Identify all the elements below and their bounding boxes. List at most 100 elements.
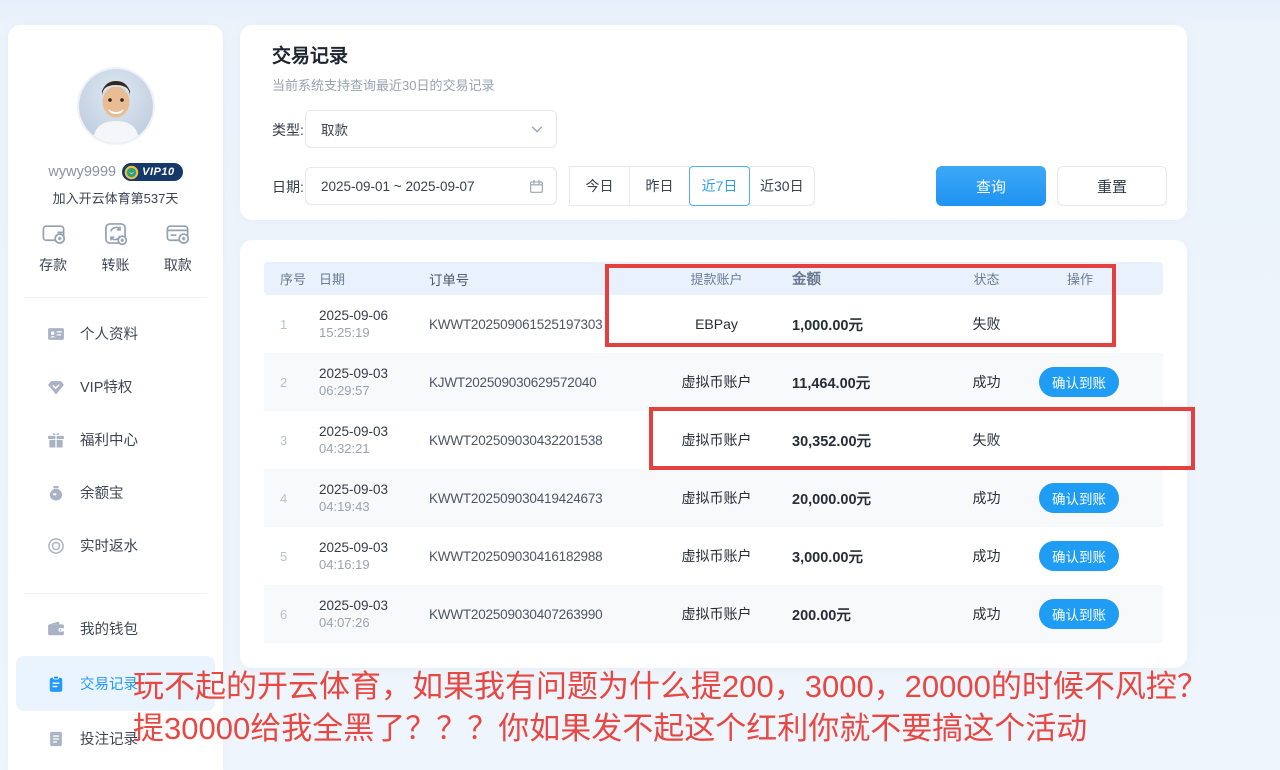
complaint-line-2: 提30000给我全黑了？？？你如果发不起这个红利你就不要搞这个活动 [133,711,1088,746]
sidebar-menu-item[interactable]: 交易记录 [16,656,215,711]
cell-date: 2025-09-03 04:19:43 [319,482,429,514]
join-days-text: 加入开云体育第537天 [52,191,179,206]
date-range-button[interactable]: 今日 [569,166,630,206]
cell-no: 2 [280,374,288,390]
page-subtitle: 当前系统支持查询最近30日的交易记录 [272,78,495,93]
cell-no: 6 [280,606,288,622]
sidebar-menu-item-label: VIP特权 [80,380,133,396]
type-select-value: 取款 [321,123,348,138]
sidebar-menu-item-label: 我的钱包 [80,622,138,638]
page-title: 交易记录 [272,46,349,67]
sidebar-menu-item[interactable]: 实时返水 [16,519,215,572]
quick-action[interactable]: 存款 [39,218,67,275]
query-button[interactable]: 查询 [936,166,1046,206]
cell-date-time: 06:29:57 [319,383,370,398]
cell-no: 3 [280,432,288,448]
sidebar-menu-item[interactable]: VIP特权 [16,360,215,413]
cell-date: 2025-09-06 15:25:19 [319,308,429,340]
sidebar-menu-item[interactable]: 福利中心 [16,413,215,466]
cell-status: 成功 [972,374,1001,390]
cell-no: 5 [280,548,288,564]
cell-status: 失败 [972,432,1001,448]
calendar-icon [530,179,543,193]
table-body: 1 2025-09-06 15:25:19 KWWT20250906152519… [264,295,1163,643]
date-quick-ranges: 今日 昨日 近7日 近30日 [569,166,815,206]
filter-panel: 交易记录 当前系统支持查询最近30日的交易记录 类型: 取款 日期: 2025-… [240,25,1187,220]
quick-action[interactable]: 取款 [164,218,192,275]
cell-action: 确认到账 [1039,367,1163,397]
col-header-date: 日期 [319,272,346,287]
table-row: 1 2025-09-06 15:25:19 KWWT20250906152519… [264,295,1163,353]
cell-order-no: KWWT202509061525197303 [429,316,603,332]
col-header-account: 提款账户 [690,272,743,287]
confirm-received-button[interactable]: 确认到账 [1039,367,1119,397]
cell-order-no: KWWT202509030432201538 [429,432,603,448]
confirm-received-button[interactable]: 确认到账 [1039,483,1119,513]
sidebar-divider-1 [24,297,207,298]
cell-account: 虚拟币账户 [681,432,752,448]
quick-action-label: 取款 [163,257,192,273]
cell-account: 虚拟币账户 [681,490,752,506]
vip-badge: VIP10 [122,163,183,181]
col-header-amount: 金额 [792,272,821,288]
sidebar-menu-item[interactable]: 余额宝 [16,466,215,519]
date-range-button-label: 昨日 [645,178,674,194]
cell-date: 2025-09-03 06:29:57 [319,366,429,398]
cell-order-no: KWWT202509030419424673 [429,490,603,506]
cell-amount: 3,000.00元 [792,549,863,566]
table-row: 5 2025-09-03 04:16:19 KWWT20250903041618… [264,527,1163,585]
cell-date: 2025-09-03 04:07:26 [319,598,429,630]
cell-amount: 11,464.00元 [792,375,871,392]
reset-button[interactable]: 重置 [1057,166,1167,206]
avatar-image [79,69,153,143]
confirm-received-button[interactable]: 确认到账 [1039,541,1119,571]
cell-action: 确认到账 [1039,483,1163,513]
table-row: 3 2025-09-03 04:32:21 KWWT20250903043220… [264,411,1163,469]
sidebar-menu-secondary: 我的钱包 交易记录 投注记录 [8,601,223,766]
cell-date: 2025-09-03 04:16:19 [319,540,429,572]
date-range-button[interactable]: 昨日 [629,166,690,206]
cell-account: 虚拟币账户 [681,548,752,564]
col-header-status: 状态 [973,272,1000,287]
sidebar-menu-item[interactable]: 投注记录 [16,711,215,766]
cell-status: 失败 [972,316,1001,332]
quick-actions: 存款 转账 取款 [8,218,223,275]
quick-action[interactable]: 转账 [101,218,129,275]
cell-amount: 20,000.00元 [792,491,872,508]
cell-date-time: 04:32:21 [319,441,370,456]
username: wywy9999 [48,164,117,180]
quick-action-label: 存款 [39,257,68,273]
cell-amount: 1,000.00元 [792,317,863,334]
sidebar-divider-2 [24,593,207,594]
cell-no: 4 [280,490,288,506]
cell-order-no: KWWT202509030416182988 [429,548,603,564]
type-label: 类型: [272,122,304,138]
sidebar-menu-item[interactable]: 我的钱包 [16,601,215,656]
cell-status: 成功 [972,490,1001,506]
sidebar-menu-item[interactable]: 个人资料 [16,307,215,360]
date-range-button-label: 今日 [585,178,614,194]
cell-date-time: 04:16:19 [319,557,370,572]
col-header-order: 订单号 [429,272,469,288]
cell-action: 确认到账 [1039,599,1163,629]
confirm-received-button[interactable]: 确认到账 [1039,599,1119,629]
cell-date-day: 2025-09-03 [319,540,389,555]
cell-amount: 200.00元 [792,607,851,624]
col-header-no: 序号 [280,272,307,287]
type-select[interactable]: 取款 [305,110,557,148]
sidebar-menu-item-label: 余额宝 [80,486,124,502]
sidebar-menu-item-label: 交易记录 [80,677,138,693]
date-range-button-label: 近30日 [760,178,804,194]
cell-account: EBPay [695,316,738,332]
date-range-button[interactable]: 近30日 [749,166,815,206]
avatar[interactable] [77,67,155,145]
cell-order-no: KWWT202509030407263990 [429,606,603,622]
date-range-button[interactable]: 近7日 [689,166,750,206]
table-row: 2 2025-09-03 06:29:57 KJWT20250903062957… [264,353,1163,411]
transactions-table: 序号 日期 订单号 提款账户 金额 状态 操作 1 2025-09-06 15:… [240,240,1187,668]
table-row: 6 2025-09-03 04:07:26 KWWT20250903040726… [264,585,1163,643]
vip-emblem-icon [124,165,139,179]
date-range-input[interactable]: 2025-09-01 ~ 2025-09-07 [305,167,557,205]
table-row: 4 2025-09-03 04:19:43 KWWT20250903041942… [264,469,1163,527]
